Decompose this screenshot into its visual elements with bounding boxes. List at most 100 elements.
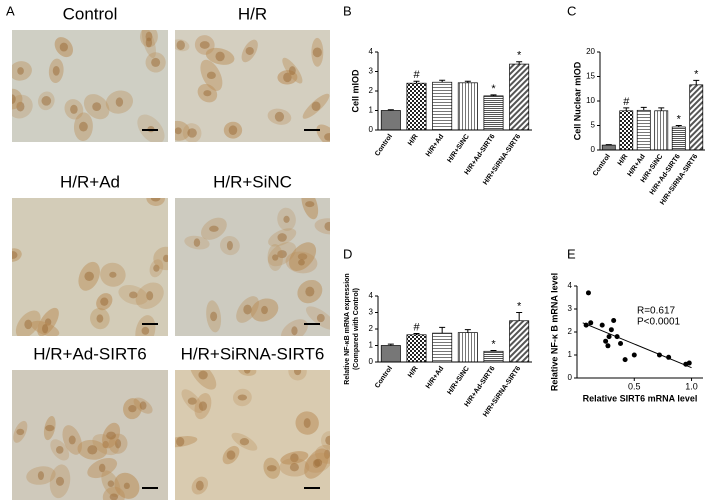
nucleus — [311, 101, 321, 112]
bar — [380, 345, 401, 363]
panel-label: A — [6, 3, 15, 18]
error-bar — [439, 79, 446, 83]
nucleus — [92, 102, 102, 112]
nucleus — [115, 97, 124, 107]
nucleus — [68, 435, 76, 445]
y-tick-label: 0 — [591, 145, 596, 154]
bar — [483, 95, 504, 131]
error-bar — [516, 61, 523, 65]
significance-marker: * — [491, 338, 496, 350]
image-bg — [12, 198, 168, 336]
nucleus — [107, 480, 115, 488]
cells — [12, 30, 166, 142]
error-bar — [623, 107, 630, 111]
nucleus — [203, 90, 212, 97]
image-label: H/R — [238, 4, 267, 23]
nucleus — [84, 271, 94, 281]
micrograph — [175, 198, 330, 336]
nucleus — [41, 96, 52, 106]
cells — [13, 397, 153, 500]
nucleus — [272, 254, 279, 261]
nucleus — [187, 397, 197, 405]
error-bar — [675, 125, 682, 127]
error-bar — [464, 329, 471, 333]
nucleus — [228, 125, 238, 136]
nucleus — [195, 480, 204, 491]
point — [605, 343, 611, 349]
significance-marker: # — [413, 321, 420, 333]
y-tick-label: 1 — [369, 106, 374, 115]
nucleus — [87, 445, 98, 455]
nucleus — [139, 401, 147, 410]
nucleus — [325, 435, 330, 446]
image-bg — [12, 30, 168, 142]
nucleus — [198, 401, 208, 411]
micrograph — [175, 30, 330, 142]
micrograph — [12, 370, 168, 500]
nucleus — [261, 305, 268, 315]
error-bar — [490, 94, 497, 96]
significance-marker: * — [694, 68, 699, 80]
y-tick-label: 20 — [586, 47, 595, 56]
nucleus — [305, 286, 315, 297]
point — [588, 320, 594, 326]
bar — [509, 320, 530, 363]
nucleus — [106, 431, 116, 440]
y-tick-label: 4 — [568, 281, 573, 290]
nucleus — [226, 240, 233, 251]
nucleus — [45, 424, 55, 432]
nucleus — [42, 324, 49, 334]
nucleus — [277, 233, 287, 242]
y-tick-label: 10 — [586, 96, 595, 105]
nucleus — [16, 101, 25, 112]
nucleus — [215, 51, 225, 62]
nucleus — [187, 128, 197, 138]
point — [686, 360, 692, 366]
cells — [12, 198, 168, 336]
nucleus — [12, 94, 16, 104]
nucleus — [128, 405, 137, 413]
panel-label: B — [343, 3, 352, 18]
bar — [457, 332, 478, 363]
nucleus — [16, 428, 25, 436]
error-bar — [413, 80, 420, 84]
nucleus — [79, 121, 88, 132]
point — [656, 352, 662, 358]
nucleus — [146, 291, 154, 301]
x-tick-label: H/R+Ad — [425, 133, 445, 158]
significance-marker: # — [623, 96, 630, 108]
point — [608, 327, 614, 333]
x-axis-title: Relative SIRT6 mRNA level — [583, 393, 698, 403]
y-tick-label: 0 — [369, 125, 374, 134]
x-tick-label: Control — [374, 365, 394, 389]
bar — [601, 144, 616, 151]
nucleus — [153, 264, 160, 272]
nucleus — [237, 394, 248, 401]
nucleus — [52, 66, 60, 76]
axes — [377, 296, 532, 363]
y-axis-title: (Compared with Control) — [353, 288, 360, 370]
annotation: P<0.0001 — [637, 317, 681, 328]
nucleus — [209, 225, 219, 232]
y-tick-label: 3 — [369, 308, 374, 317]
panel-label: E — [567, 246, 576, 261]
cells — [175, 370, 330, 495]
image-label: H/R+SiRNA-SIRT6 — [181, 344, 325, 363]
axes — [599, 52, 705, 151]
significance-marker: * — [517, 300, 522, 312]
image-bg — [12, 370, 168, 500]
y-tick-label: 1 — [369, 341, 374, 350]
image-label: H/R+Ad — [60, 172, 120, 191]
y-tick-label: 1 — [568, 350, 573, 359]
nucleus — [324, 221, 330, 231]
nucleus — [314, 458, 323, 467]
nucleus — [243, 304, 252, 315]
nucleus — [198, 370, 208, 380]
significance-marker: * — [677, 113, 682, 125]
point — [599, 322, 605, 328]
bar — [432, 332, 453, 363]
fit-line — [582, 322, 692, 369]
point — [583, 322, 589, 328]
nucleus — [283, 215, 290, 223]
bar — [406, 334, 427, 363]
